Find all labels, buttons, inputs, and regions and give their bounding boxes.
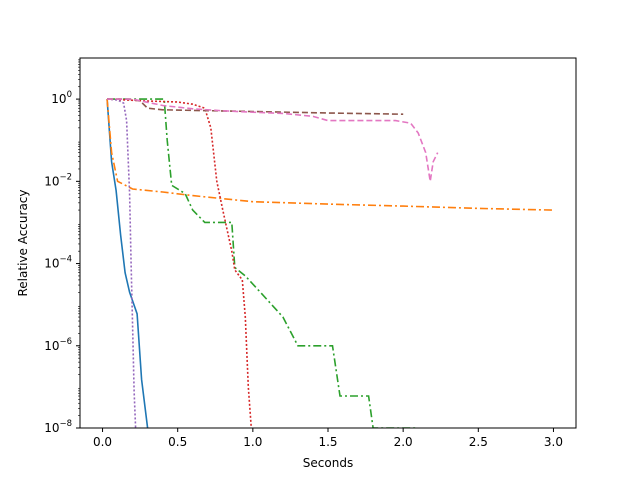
y-axis-label: Relative Accuracy [16, 190, 30, 297]
x-tick-label: 3.0 [544, 435, 563, 449]
y-tick-label: 10−8 [44, 419, 72, 435]
x-tick-label: 2.5 [469, 435, 488, 449]
plot-frame [79, 57, 577, 429]
x-axis-label: Seconds [303, 456, 353, 470]
series-line-3 [107, 98, 419, 428]
x-tick-label: 0.5 [168, 435, 187, 449]
series-line-5 [107, 98, 137, 428]
series-line-4 [107, 98, 253, 428]
series-line-1 [106, 99, 149, 428]
y-axis-ticks: 100 10−2 10−4 10−6 10−8 [44, 59, 80, 435]
y-tick-label: 100 [51, 90, 72, 106]
y-tick-label: 10−4 [44, 255, 72, 271]
x-tick-label: 1.5 [318, 435, 337, 449]
x-tick-label: 2.0 [394, 435, 413, 449]
series-line-2 [106, 99, 554, 211]
series-layer [106, 98, 554, 428]
x-tick-label: 0.0 [93, 435, 112, 449]
y-tick-label: 10−2 [44, 172, 72, 188]
y-tick-label: 10−6 [44, 337, 72, 353]
x-axis-ticks: 0.0 0.5 1.0 1.5 2.0 2.5 3.0 [93, 428, 563, 449]
x-tick-label: 1.0 [243, 435, 262, 449]
series-line-7 [107, 98, 439, 182]
